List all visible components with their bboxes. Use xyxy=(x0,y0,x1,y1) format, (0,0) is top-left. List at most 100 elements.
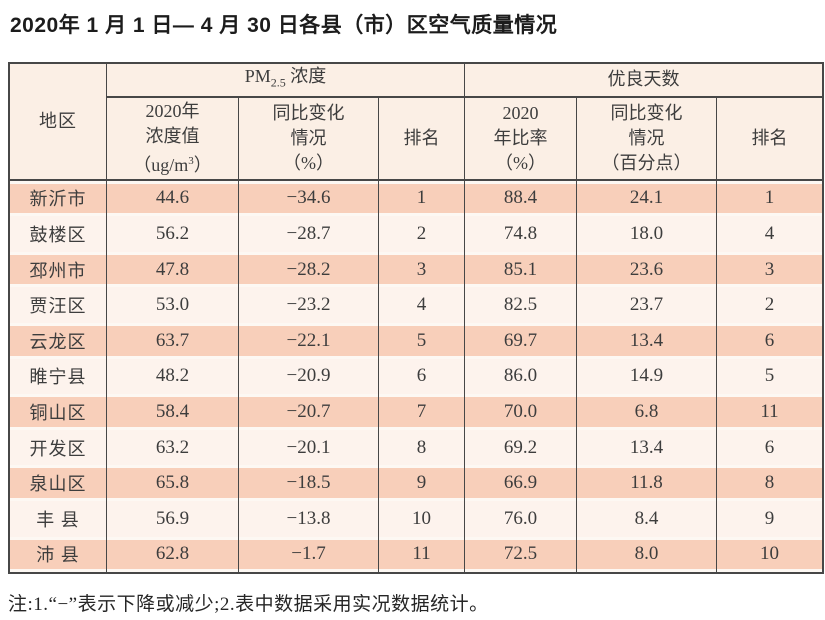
region-cell: 贾汪区 xyxy=(10,287,107,323)
pm-rank-cell: 3 xyxy=(379,251,466,288)
column-group-pm25: PM2.5 浓度 xyxy=(107,64,466,98)
good-rank-cell: 6 xyxy=(717,429,823,466)
good-rank-cell: 9 xyxy=(717,500,823,537)
pm-value-cell: 62.8 xyxy=(107,536,239,573)
pm-change-cell: −18.5 xyxy=(239,465,379,501)
table-row: 睢宁县 48.2 −20.9 6 86.0 14.9 5 xyxy=(10,358,823,395)
pm-rank-cell: 4 xyxy=(379,287,466,323)
pm-value-cell: 48.2 xyxy=(107,358,239,395)
pm-change-cell: −28.2 xyxy=(239,251,379,288)
good-rank-cell: 8 xyxy=(717,465,823,501)
pm-value-cell: 63.7 xyxy=(107,322,239,359)
column-header-good-rate: 2020 年比率 （%） xyxy=(465,97,578,181)
table-header: 地区 PM2.5 浓度 优良天数 2020年 浓度值 （ug/m3） 同比变化 情况 （… xyxy=(10,64,823,181)
pm-rank-cell: 6 xyxy=(379,358,466,395)
group-header-row: 地区 PM2.5 浓度 优良天数 xyxy=(10,64,823,181)
footnote: 注:1.“−”表示下降或减少;2.表中数据采用实况数据统计。 xyxy=(8,594,489,615)
pm-rank-cell: 11 xyxy=(379,536,466,573)
pm-change-cell: −28.7 xyxy=(239,216,379,252)
good-change-cell: 8.4 xyxy=(577,500,718,537)
table-row: 鼓楼区 56.2 −28.7 2 74.8 18.0 4 xyxy=(10,216,823,252)
region-cell: 鼓楼区 xyxy=(10,216,107,252)
page-title: 2020年 1 月 1 日— 4 月 30 日各县（市）区空气质量情况 xyxy=(10,14,558,37)
cubic-superscript: 3 xyxy=(188,154,194,167)
header-line: （百分点） xyxy=(601,152,692,173)
good-rate-cell: 70.0 xyxy=(465,394,578,430)
table-row: 泉山区 65.8 −18.5 9 66.9 11.8 8 xyxy=(10,465,823,501)
pm-change-cell: −20.7 xyxy=(239,394,379,430)
table-row: 云龙区 63.7 −22.1 5 69.7 13.4 6 xyxy=(10,322,823,359)
header-line: 浓度值 xyxy=(145,125,200,146)
region-cell: 睢宁县 xyxy=(10,358,107,395)
good-rank-cell: 10 xyxy=(717,536,823,573)
good-change-cell: 6.8 xyxy=(577,394,718,430)
pm-value-cell: 58.4 xyxy=(107,394,239,430)
pm-value-cell: 56.9 xyxy=(107,500,239,537)
column-header-good-change: 同比变化情况 （百分点） xyxy=(577,97,718,181)
good-rate-cell: 69.7 xyxy=(465,322,578,359)
good-change-cell: 13.4 xyxy=(577,322,718,359)
pm-value-cell: 53.0 xyxy=(107,287,239,323)
pm-rank-cell: 8 xyxy=(379,429,466,466)
header-line: 2020 xyxy=(502,102,539,123)
header-line: 同比变化 xyxy=(272,102,345,123)
header-line: （%） xyxy=(495,152,547,173)
pm-value-cell: 65.8 xyxy=(107,465,239,501)
pm-value-cell: 44.6 xyxy=(107,180,239,217)
region-cell: 铜山区 xyxy=(10,394,107,430)
good-rate-cell: 85.1 xyxy=(465,251,578,288)
good-change-cell: 23.6 xyxy=(577,251,718,288)
header-line: 情况 xyxy=(290,127,327,148)
column-header-pm-change: 同比变化情况 （%） xyxy=(239,97,379,181)
good-rate-cell: 76.0 xyxy=(465,500,578,537)
good-rate-cell: 72.5 xyxy=(465,536,578,573)
good-change-cell: 24.1 xyxy=(577,180,718,217)
pm-rank-cell: 9 xyxy=(379,465,466,501)
good-change-cell: 13.4 xyxy=(577,429,718,466)
good-rate-cell: 66.9 xyxy=(465,465,578,501)
pm-rank-cell: 1 xyxy=(379,180,466,217)
good-rank-cell: 3 xyxy=(717,251,823,288)
table-row: 新沂市 44.6 −34.6 1 88.4 24.1 1 xyxy=(10,180,823,217)
column-header-region: 地区 xyxy=(10,64,107,181)
table-row: 丰 县 56.9 −13.8 10 76.0 8.4 9 xyxy=(10,500,823,537)
column-group-good-days: 优良天数 xyxy=(465,64,823,98)
pm-rank-cell: 7 xyxy=(379,394,466,430)
pm-rank-cell: 10 xyxy=(379,500,466,537)
column-header-pm-rank: 排名 xyxy=(379,97,466,181)
pm-value-cell: 63.2 xyxy=(107,429,239,466)
header-line: 年比率 xyxy=(493,127,548,148)
good-rate-cell: 86.0 xyxy=(465,358,578,395)
column-header-pm-value: 2020年 浓度值 （ug/m3） xyxy=(107,97,239,181)
good-rank-cell: 4 xyxy=(717,216,823,252)
good-rank-cell: 11 xyxy=(717,394,823,430)
pm-change-cell: −23.2 xyxy=(239,287,379,323)
pm-change-cell: −1.7 xyxy=(239,536,379,573)
good-rank-cell: 2 xyxy=(717,287,823,323)
good-change-cell: 18.0 xyxy=(577,216,718,252)
pm25-label-prefix: PM xyxy=(244,66,271,86)
table-row: 沛 县 62.8 −1.7 11 72.5 8.0 10 xyxy=(10,536,823,573)
header-line: （%） xyxy=(283,152,334,173)
good-change-cell: 11.8 xyxy=(577,465,718,501)
region-cell: 云龙区 xyxy=(10,322,107,359)
pm25-label-suffix: 浓度 xyxy=(285,66,327,86)
pm-change-cell: −13.8 xyxy=(239,500,379,537)
good-rate-cell: 74.8 xyxy=(465,216,578,252)
header-line: 情况 xyxy=(628,127,665,148)
good-rank-cell: 6 xyxy=(717,322,823,359)
region-cell: 沛 县 xyxy=(10,536,107,573)
region-cell: 开发区 xyxy=(10,429,107,466)
sub-header-row: 2020年 浓度值 （ug/m3） 同比变化 情况 （%） 排名 2020 年比率 （%） … xyxy=(10,97,823,181)
good-rate-cell: 88.4 xyxy=(465,180,578,217)
pm-rank-cell: 5 xyxy=(379,322,466,359)
table-row: 邳州市 47.8 −28.2 3 85.1 23.6 3 xyxy=(10,251,823,288)
good-rank-cell: 5 xyxy=(717,358,823,395)
air-quality-table: 地区 PM2.5 浓度 优良天数 2020年 浓度值 （ug/m3） 同比变化 情况（… xyxy=(8,62,825,575)
header-line: 2020年 xyxy=(145,100,200,121)
pm-change-cell: −34.6 xyxy=(239,180,379,217)
good-rate-cell: 82.5 xyxy=(465,287,578,323)
header-line: 同比变化 xyxy=(610,102,683,123)
table-body: 新沂市 44.6 −34.6 1 88.4 24.1 1 鼓楼区 56.2 −2… xyxy=(10,180,823,573)
